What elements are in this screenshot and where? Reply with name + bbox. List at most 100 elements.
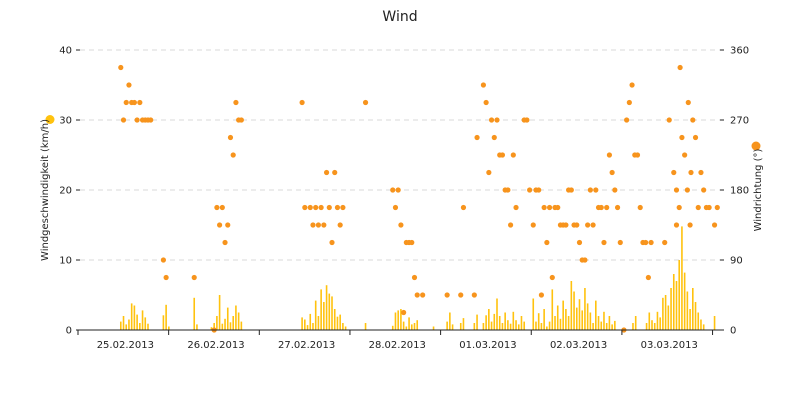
speed-bar <box>490 321 493 330</box>
speed-bar <box>193 297 196 330</box>
direction-point <box>614 204 621 211</box>
direction-point <box>676 204 682 211</box>
direction-point <box>488 117 495 123</box>
speed-bar <box>320 289 322 330</box>
direction-point <box>163 274 169 281</box>
direction-point <box>544 239 550 246</box>
speed-bar <box>144 317 147 330</box>
speed-bar <box>141 310 144 330</box>
speed-bar <box>632 323 634 330</box>
direction-point <box>118 64 124 71</box>
direction-point <box>513 204 519 211</box>
direction-point <box>334 204 341 211</box>
speed-bar <box>498 316 501 330</box>
direction-point <box>690 117 696 123</box>
speed-bar <box>517 324 520 330</box>
speed-bar <box>672 274 675 330</box>
speed-bar <box>162 315 165 330</box>
speed-bar <box>656 311 659 330</box>
speed-bar <box>562 300 564 330</box>
speed-bar <box>556 305 559 330</box>
speed-bar <box>408 317 410 330</box>
speed-bar <box>567 316 570 330</box>
legend-speed-marker <box>45 115 55 124</box>
y-right-tick-label: 270 <box>730 116 749 127</box>
direction-point <box>217 222 223 228</box>
speed-bar <box>405 326 408 330</box>
direction-point <box>491 134 497 141</box>
speed-bar <box>540 323 543 330</box>
speed-bar <box>543 309 545 330</box>
direction-point <box>326 204 332 211</box>
direction-point <box>230 152 236 158</box>
y-right-tick-label: 360 <box>730 46 749 57</box>
direction-point <box>398 222 404 228</box>
direction-point <box>587 187 593 193</box>
speed-bar <box>325 285 328 330</box>
y-left-tick-label: 0 <box>66 326 72 337</box>
speed-bar <box>312 323 314 330</box>
speed-bar <box>410 324 413 330</box>
speed-bar <box>554 316 556 330</box>
speed-bar <box>581 310 584 330</box>
direction-point <box>340 204 346 211</box>
direction-point <box>420 292 426 298</box>
direction-point <box>494 117 500 123</box>
speed-bar <box>523 321 525 330</box>
axes: 0 10 20 30 40 0 90 180 270 360 25.02.2013 26.02.201… <box>59 46 749 352</box>
speed-bar <box>689 309 691 330</box>
direction-point <box>323 169 330 176</box>
speed-bar <box>565 309 567 330</box>
speed-bar <box>128 319 130 330</box>
direction-point <box>677 64 683 71</box>
speed-bar <box>413 323 416 330</box>
direction-point <box>606 152 613 158</box>
speed-bar <box>323 302 325 330</box>
speed-bar <box>608 316 611 330</box>
speed-bar <box>328 293 331 330</box>
speed-bar <box>235 305 237 330</box>
speed-bar <box>476 314 478 330</box>
speed-bar <box>692 288 694 330</box>
speed-bar <box>501 323 504 330</box>
direction-point <box>612 187 618 193</box>
direction-point <box>598 204 604 211</box>
x-tick-label: 03.03.2013 <box>641 340 698 351</box>
direction-point <box>555 204 561 211</box>
direction-point <box>480 82 486 88</box>
speed-bar <box>546 326 548 330</box>
speed-bar <box>496 298 498 330</box>
speed-bar <box>342 323 344 330</box>
speed-bar <box>416 320 419 330</box>
speed-bar <box>559 318 562 330</box>
direction-point <box>299 99 305 106</box>
direction-point <box>524 117 530 123</box>
speed-bar <box>304 319 306 330</box>
y-left-tick-label: 20 <box>59 186 72 197</box>
direction-point <box>585 222 591 228</box>
speed-bar <box>614 320 616 330</box>
speed-bar <box>512 311 515 330</box>
direction-point <box>671 169 677 176</box>
x-tick-label: 02.03.2013 <box>550 340 607 351</box>
speed-bar <box>520 316 523 330</box>
direction-point <box>318 204 324 211</box>
speed-bar <box>634 316 637 330</box>
speed-bar <box>221 323 224 330</box>
direction-point <box>329 239 335 246</box>
speed-bar <box>165 304 167 330</box>
direction-point <box>643 239 649 246</box>
direction-point <box>684 187 690 193</box>
direction-point <box>634 152 641 158</box>
speed-bar <box>603 311 605 330</box>
direction-point <box>160 257 166 263</box>
y-right-tick-label: 0 <box>730 326 736 337</box>
direction-point <box>563 222 569 228</box>
speed-bar <box>196 324 198 330</box>
direction-point <box>126 82 132 88</box>
speed-bar <box>507 320 509 330</box>
y-right-label: Windrichtung (°) <box>753 149 764 232</box>
direction-point <box>214 204 220 211</box>
speed-bar <box>125 324 128 330</box>
